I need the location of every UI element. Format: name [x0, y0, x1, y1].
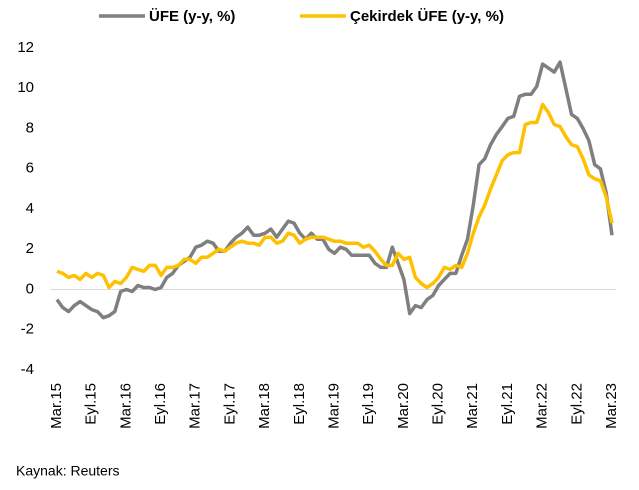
x-tick-label: Mar.19 [325, 383, 342, 429]
y-tick-label: 6 [26, 160, 34, 177]
x-tick-label: Mar.20 [395, 383, 412, 429]
y-tick-label: 10 [17, 79, 34, 96]
x-tick-label: Mar.17 [187, 383, 204, 429]
line-series [55, 60, 614, 320]
x-tick-label: Eyl.15 [83, 383, 100, 425]
x-tick-label: Eyl.16 [152, 383, 169, 425]
legend-label: Çekirdek ÜFE (y-y, %) [350, 8, 504, 25]
x-tick-label: Mar.22 [534, 383, 551, 429]
y-tick-label: 4 [26, 200, 34, 217]
x-tick-label: Mar.18 [256, 383, 273, 429]
y-tick-label: 12 [17, 39, 34, 56]
y-tick-label: 0 [26, 280, 34, 297]
y-tick-label: -2 [21, 321, 34, 338]
x-tick-label: Mar.15 [48, 383, 65, 429]
y-tick-label: -4 [21, 361, 34, 378]
x-tick-label: Mar.16 [117, 383, 134, 429]
y-tick-label: 8 [26, 119, 34, 136]
x-tick-label: Eyl.20 [430, 383, 447, 425]
x-tick-label: Mar.21 [464, 383, 481, 429]
y-tick-label: 2 [26, 240, 34, 257]
x-tick-label: Eyl.19 [360, 383, 377, 425]
legend-label: ÜFE (y-y, %) [149, 8, 235, 25]
line-series [56, 102, 614, 290]
x-tick-label: Eyl.17 [221, 383, 238, 425]
source: Kaynak: Reuters [16, 463, 120, 479]
x-tick-label: Mar.23 [603, 383, 620, 429]
x-tick-label: Eyl.18 [291, 383, 308, 425]
x-tick-label: Eyl.22 [568, 383, 585, 425]
x-tick-label: Eyl.21 [499, 383, 516, 425]
